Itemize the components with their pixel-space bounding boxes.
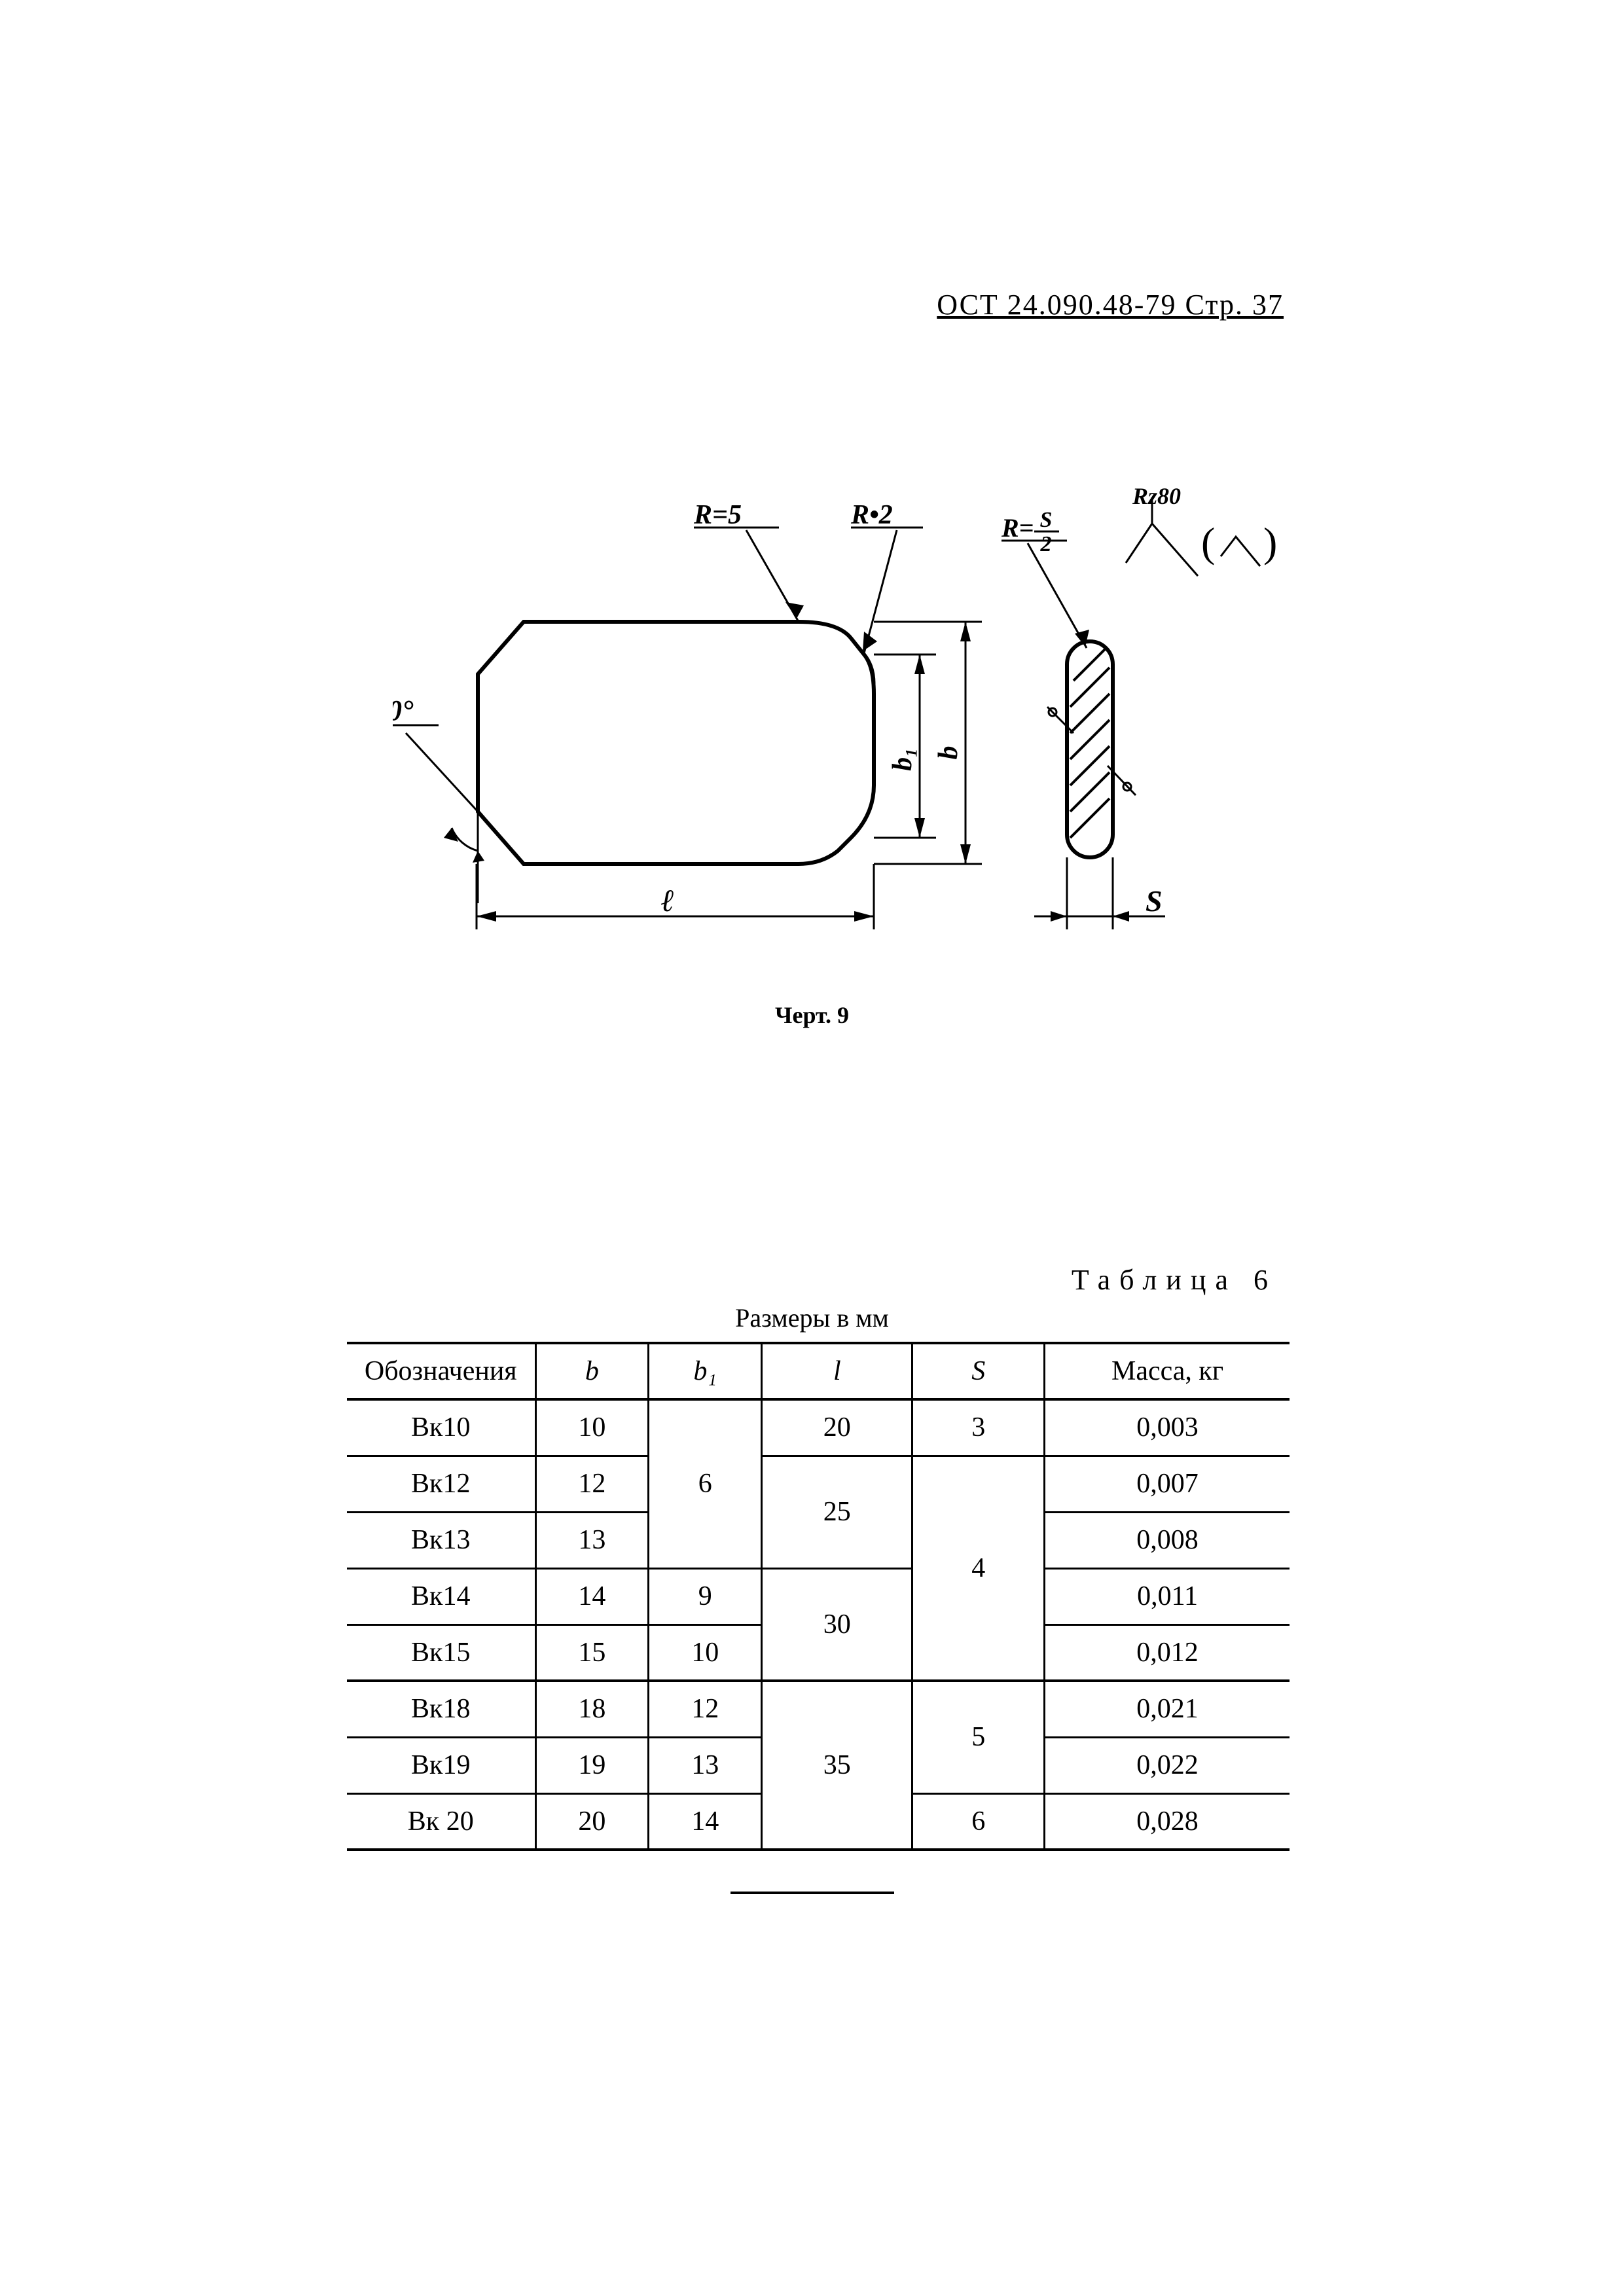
table-cell: 0,007 [1045, 1456, 1290, 1512]
table-cell: 19 [535, 1737, 649, 1793]
table-title-right: Таблица 6 [1072, 1263, 1277, 1297]
table-cell: 13 [649, 1737, 762, 1793]
table-row: Вк101062030,003 [347, 1399, 1290, 1456]
figure-svg: R=5 R•2 30° ℓ [393, 471, 1309, 969]
label-l: ℓ [661, 884, 675, 918]
page-header-ref: ОСТ 24.090.48-79 Стр. 37 [937, 288, 1284, 321]
col-header: b₁ [649, 1343, 762, 1399]
table-cell: 30 [762, 1568, 912, 1681]
table-cell: Вк15 [347, 1624, 535, 1681]
table-cell: 4 [912, 1456, 1045, 1681]
svg-text:S: S [1040, 508, 1053, 532]
leader-r2 [864, 530, 897, 653]
label-b: b [933, 746, 964, 760]
surface-finish: Rz80 ( ) [1126, 483, 1277, 576]
table-cell: 35 [762, 1681, 912, 1850]
table-cell: 9 [649, 1568, 762, 1624]
table-cell: 14 [535, 1568, 649, 1624]
table-row: Вк14149300,011 [347, 1568, 1290, 1624]
table-cell: 10 [649, 1624, 762, 1681]
col-header: b [535, 1343, 649, 1399]
label-s: S [1146, 884, 1163, 918]
main-body-outline [478, 622, 874, 864]
side-view: R= S 2 S [1001, 508, 1165, 929]
table-cell: 14 [649, 1793, 762, 1850]
angle-ext-1 [406, 733, 478, 812]
table-cell: 12 [535, 1456, 649, 1512]
table-cell: 0,011 [1045, 1568, 1290, 1624]
table-cell: 12 [649, 1681, 762, 1737]
table-cell: 0,003 [1045, 1399, 1290, 1456]
table-cell: 0,012 [1045, 1624, 1290, 1681]
table-cell: Вк12 [347, 1456, 535, 1512]
table-cell: 10 [535, 1399, 649, 1456]
label-r2: R•2 [850, 500, 893, 530]
label-angle: 30° [393, 694, 414, 726]
svg-text:(: ( [1201, 519, 1215, 565]
table-cell: 15 [535, 1624, 649, 1681]
figure-9: R=5 R•2 30° ℓ [393, 471, 1309, 969]
table-cell: 0,022 [1045, 1737, 1290, 1793]
table-cell: Вк10 [347, 1399, 535, 1456]
page: ОСТ 24.090.48-79 Стр. 37 R=5 R•2 30° [0, 0, 1624, 2296]
table-cell: 13 [535, 1512, 649, 1568]
dimensions-table: Обозначения b b₁ l S Масса, кг Вк1010620… [347, 1342, 1290, 1851]
figure-caption: Черт. 9 [775, 1001, 849, 1029]
table-cell: 20 [762, 1399, 912, 1456]
table-title-center: Размеры в мм [735, 1302, 889, 1333]
table-cell: 6 [649, 1399, 762, 1568]
table-cell: Вк18 [347, 1681, 535, 1737]
table-cell: Вк19 [347, 1737, 535, 1793]
col-header: S [912, 1343, 1045, 1399]
table-cell: 5 [912, 1681, 1045, 1793]
col-header: l [762, 1343, 912, 1399]
svg-text:2: 2 [1040, 532, 1052, 556]
table-cell: 0,021 [1045, 1681, 1290, 1737]
table-cell: 25 [762, 1456, 912, 1568]
label-r-s2: R= [1001, 513, 1034, 543]
table-cell: 6 [912, 1793, 1045, 1850]
label-r5: R=5 [693, 500, 742, 530]
col-header: Обозначения [347, 1343, 535, 1399]
table-cell: Вк 20 [347, 1793, 535, 1850]
label-b1: b₁ [888, 747, 918, 771]
section-end-rule [731, 1892, 894, 1894]
table-cell: 20 [535, 1793, 649, 1850]
table-cell: 0,008 [1045, 1512, 1290, 1568]
table-row: Вк12122540,007 [347, 1456, 1290, 1512]
table-row: Вк1818123550,021 [347, 1681, 1290, 1737]
svg-text:): ) [1263, 519, 1277, 565]
table-cell: Вк13 [347, 1512, 535, 1568]
table-cell: Вк14 [347, 1568, 535, 1624]
table-cell: 3 [912, 1399, 1045, 1456]
label-rz: Rz80 [1132, 483, 1181, 509]
table-cell: 0,028 [1045, 1793, 1290, 1850]
table-cell: 18 [535, 1681, 649, 1737]
col-header: Масса, кг [1045, 1343, 1290, 1399]
table-header-row: Обозначения b b₁ l S Масса, кг [347, 1343, 1290, 1399]
